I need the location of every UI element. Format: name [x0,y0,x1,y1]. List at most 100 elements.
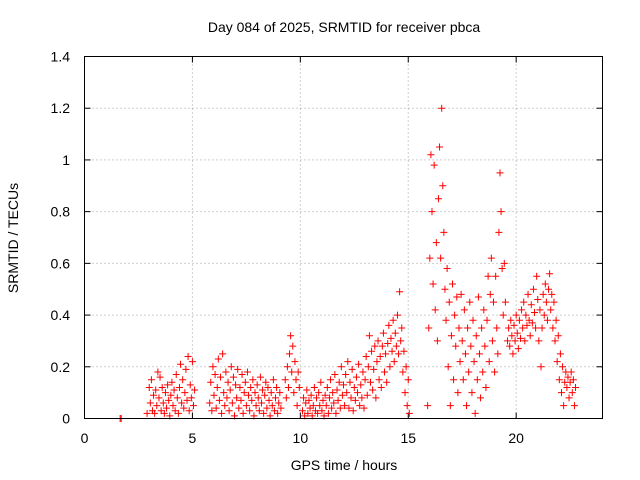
data-point [248,396,256,404]
data-point [207,378,215,386]
data-point [481,342,489,350]
x-tick-label: 15 [400,430,416,446]
data-point [234,365,242,373]
data-point [492,272,500,280]
data-point [513,329,521,337]
data-point [159,399,167,407]
data-point [536,306,544,314]
data-point [185,407,193,415]
data-point [240,389,248,397]
chart-title: Day 084 of 2025, SRMTID for receiver pbc… [208,19,481,35]
data-point [427,151,435,159]
data-point [532,324,540,332]
data-point [158,383,166,391]
data-point [548,290,556,298]
data-point [359,368,367,376]
data-point [519,324,527,332]
data-point [466,298,474,306]
data-point [219,350,227,358]
data-point [268,402,276,410]
data-point [440,228,448,236]
data-point [516,334,524,342]
data-point [257,399,265,407]
data-point [393,311,401,319]
data-point [568,389,576,397]
data-point [430,161,438,169]
data-point [401,389,409,397]
data-point [553,358,561,366]
data-point [293,402,301,410]
data-point [368,347,376,355]
data-point [538,324,546,332]
data-point [461,350,469,358]
data-point [314,409,322,417]
data-point [177,360,185,368]
data-point [547,306,555,314]
data-point [337,363,345,371]
data-point [227,363,235,371]
data-point [542,298,550,306]
data-point [249,376,257,384]
data-point [470,358,478,366]
data-point [534,296,542,304]
data-point [291,358,299,366]
data-point [181,389,189,397]
data-point [498,265,506,273]
data-point [349,407,357,415]
data-point [522,311,530,319]
data-point [369,386,377,394]
data-point [488,337,496,345]
data-point [432,239,440,247]
data-point [242,402,250,410]
data-point [288,368,296,376]
data-point [442,316,450,324]
data-point [238,371,246,379]
data-point [490,298,498,306]
data-point [567,368,575,376]
data-point [260,409,268,417]
data-point [262,378,270,386]
data-point [560,402,568,410]
data-point [428,208,436,216]
data-point [383,378,391,386]
data-point [347,394,355,402]
data-point [400,347,408,355]
x-tick-label: 5 [189,430,197,446]
data-point [152,386,160,394]
data-point [298,407,306,415]
data-point [378,342,386,350]
data-point [247,383,255,391]
data-point [465,368,473,376]
data-point [343,389,351,397]
data-point [344,358,352,366]
data-point [241,378,249,386]
plot-frame [84,56,603,419]
data-point [305,396,313,404]
y-tick-label: 1 [62,152,70,168]
data-point [274,409,282,417]
data-point [236,383,244,391]
data-point [352,373,360,381]
data-point [328,404,336,412]
data-point [275,399,283,407]
data-point [335,378,343,386]
data-point [433,337,441,345]
data-point [276,389,284,397]
data-point [457,290,465,298]
data-point [229,373,237,381]
data-point [429,280,437,288]
data-point [371,342,379,350]
data-point [184,352,192,360]
data-point [486,290,494,298]
data-point [479,368,487,376]
data-point [388,347,396,355]
data-point [438,104,446,112]
data-point [439,182,447,190]
data-point [332,409,340,417]
data-point [318,407,326,415]
data-point [342,371,350,379]
data-point [310,383,318,391]
data-point [331,371,339,379]
data-point [511,337,519,345]
data-point [243,368,251,376]
